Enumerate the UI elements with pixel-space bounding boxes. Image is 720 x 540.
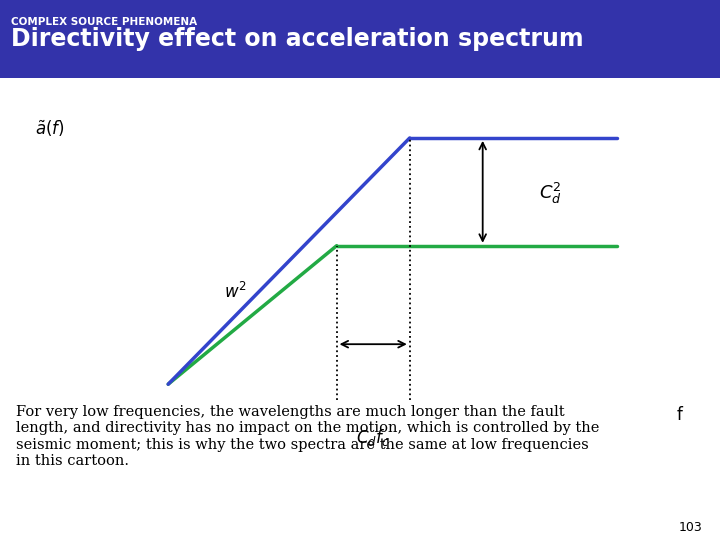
Text: Directivity effect on acceleration spectrum: Directivity effect on acceleration spect… — [11, 27, 583, 51]
Text: 103: 103 — [678, 522, 702, 535]
Text: $C_d f_c$: $C_d f_c$ — [356, 427, 390, 448]
Text: $\tilde{a}(f)$: $\tilde{a}(f)$ — [35, 119, 65, 139]
Text: For very low frequencies, the wavelengths are much longer than the fault
length,: For very low frequencies, the wavelength… — [16, 405, 599, 468]
Text: $C_d^2$: $C_d^2$ — [539, 181, 562, 206]
Text: f: f — [676, 406, 682, 424]
Text: $w^2$: $w^2$ — [224, 282, 247, 302]
Text: COMPLEX SOURCE PHENOMENA: COMPLEX SOURCE PHENOMENA — [11, 17, 197, 28]
